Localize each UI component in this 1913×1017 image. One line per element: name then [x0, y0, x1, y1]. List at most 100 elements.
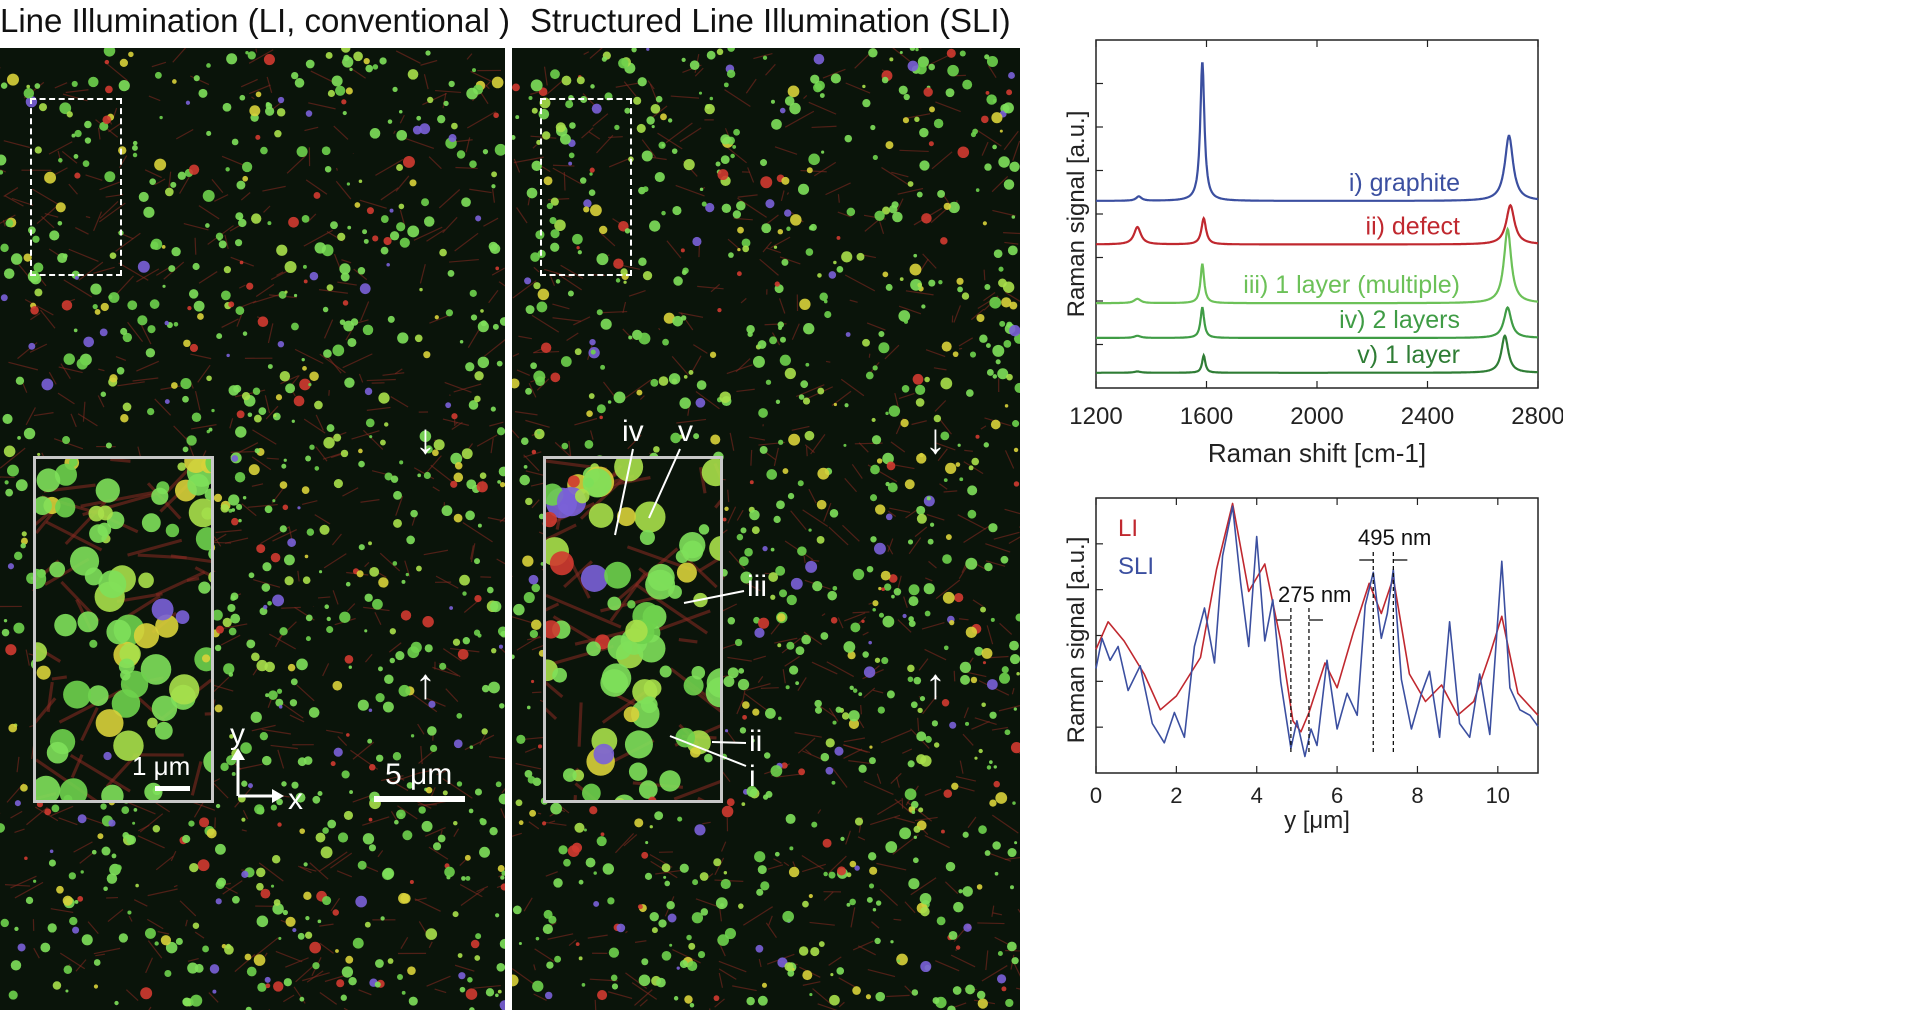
particle	[424, 644, 433, 653]
fiber	[573, 316, 591, 326]
particle	[766, 469, 778, 480]
particle	[250, 213, 262, 224]
particle	[281, 781, 287, 787]
fiber	[544, 821, 567, 826]
particle	[771, 118, 782, 130]
particle	[610, 974, 618, 982]
particle	[499, 938, 505, 949]
particle	[552, 667, 568, 683]
particle	[88, 76, 99, 88]
particle	[569, 122, 576, 129]
fiber	[360, 301, 370, 322]
particle	[887, 482, 898, 493]
particle	[531, 449, 537, 455]
particle	[806, 167, 813, 174]
fiber	[436, 769, 448, 776]
particle	[63, 680, 92, 709]
fiber	[307, 213, 317, 223]
fiber	[490, 438, 494, 454]
particle	[135, 883, 139, 888]
fiber	[837, 211, 852, 218]
particle	[452, 911, 459, 918]
particle	[640, 696, 658, 714]
fiber	[0, 447, 26, 469]
profile-xtick-label: 4	[1251, 783, 1263, 808]
particle	[572, 233, 583, 245]
fiber	[803, 631, 823, 645]
fiber	[943, 490, 958, 493]
particle	[398, 684, 411, 697]
particle	[304, 931, 313, 939]
fiber	[828, 526, 849, 546]
particle	[924, 735, 932, 743]
particle	[705, 202, 715, 213]
fiber	[442, 92, 447, 109]
fiber	[144, 169, 162, 179]
particle	[62, 436, 71, 445]
particle	[339, 611, 351, 623]
fiber	[770, 236, 791, 249]
particle	[218, 240, 227, 249]
fiber	[137, 553, 187, 560]
particle	[852, 688, 858, 693]
particle	[202, 189, 215, 202]
particle	[949, 721, 957, 729]
particle	[465, 988, 478, 1000]
fiber	[845, 830, 851, 845]
particle	[343, 54, 350, 61]
particle	[809, 223, 817, 231]
particle	[278, 290, 287, 299]
particle	[34, 83, 41, 89]
fiber	[552, 167, 582, 185]
particle	[550, 69, 560, 80]
particle	[786, 226, 791, 231]
marker-i: i	[749, 760, 756, 793]
fiber	[358, 989, 372, 996]
fiber	[240, 300, 257, 308]
particle	[151, 695, 178, 722]
particle	[727, 48, 735, 52]
particle	[596, 253, 609, 266]
particle	[368, 844, 376, 852]
particle	[999, 672, 1011, 684]
particle	[57, 253, 68, 264]
particle	[362, 833, 375, 845]
particle	[531, 107, 538, 114]
particle	[870, 536, 877, 543]
fiber	[395, 175, 410, 192]
fiber	[48, 141, 73, 155]
particle	[26, 84, 31, 89]
particle	[803, 323, 815, 335]
annotation-495nm: 495 nm	[1358, 525, 1431, 550]
particle	[352, 937, 364, 949]
spectrum-line-graphite	[1096, 62, 1539, 202]
particle	[868, 640, 872, 645]
particle	[366, 207, 374, 215]
particle	[283, 978, 292, 987]
particle	[704, 103, 715, 115]
fiber	[160, 385, 183, 391]
particle	[602, 863, 615, 875]
fiber	[879, 888, 899, 906]
particle	[933, 118, 944, 129]
particle	[833, 402, 837, 407]
particle	[33, 879, 37, 883]
particle	[1000, 555, 1009, 564]
fiber	[272, 529, 298, 542]
particle	[17, 943, 26, 952]
particle	[586, 410, 593, 417]
fiber	[953, 1002, 967, 1008]
particle	[953, 901, 964, 913]
particle	[138, 572, 154, 589]
fiber	[588, 131, 601, 140]
particle	[959, 661, 972, 674]
particle	[820, 632, 829, 640]
particle	[673, 996, 679, 1001]
particle	[740, 527, 747, 534]
fiber	[466, 111, 497, 129]
fiber	[426, 229, 446, 242]
fiber	[240, 192, 251, 201]
fiber	[631, 982, 658, 1000]
fiber	[579, 473, 630, 520]
particle	[574, 822, 585, 833]
